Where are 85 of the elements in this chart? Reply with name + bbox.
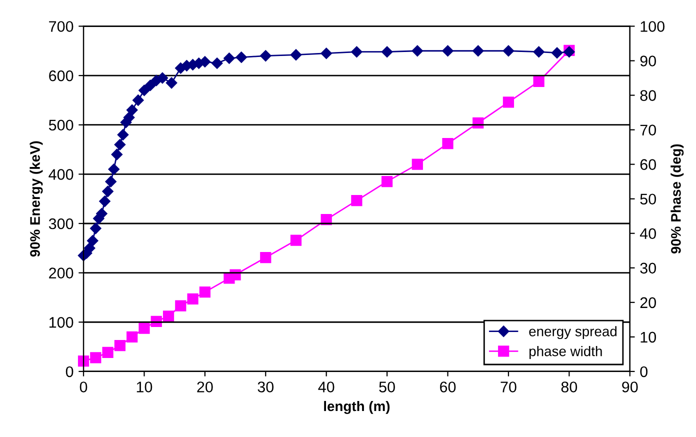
- point: [162, 310, 174, 322]
- point: [381, 176, 393, 188]
- point: [412, 158, 423, 170]
- y-tick-label: 300: [48, 218, 74, 230]
- point: [224, 52, 235, 64]
- point: [551, 47, 563, 58]
- point: [381, 46, 393, 58]
- y-tick-label: 0: [66, 366, 74, 378]
- point: [102, 186, 114, 198]
- y-tick-label: 500: [48, 120, 74, 131]
- y2-tick-label: 90: [640, 56, 656, 66]
- y-tick-label: 400: [48, 169, 74, 180]
- point: [290, 234, 302, 246]
- y2-tick-label: 50: [640, 194, 656, 205]
- y2-tick-label: 60: [640, 159, 656, 170]
- point: [114, 138, 126, 150]
- x-tick-label: 20: [197, 382, 213, 392]
- y-axis-title: 90% Energy (keV): [30, 141, 43, 257]
- x-tick-label: 0: [80, 382, 88, 392]
- x-tick-label: 90: [622, 382, 638, 392]
- point: [96, 208, 108, 220]
- y2-tick-label: 100: [640, 21, 664, 32]
- legend-label: phase width: [529, 346, 602, 359]
- point: [502, 96, 514, 108]
- x-tick-label: 10: [136, 382, 152, 392]
- y-tick-label: 600: [49, 70, 74, 82]
- point: [442, 138, 454, 150]
- point: [90, 222, 102, 234]
- point: [320, 214, 332, 226]
- point: [144, 80, 156, 92]
- point: [99, 196, 110, 207]
- y2-axis-title: 90% Phase (deg): [670, 144, 684, 254]
- y-tick-label: 700: [49, 21, 74, 32]
- point: [260, 50, 272, 62]
- point: [108, 164, 120, 175]
- point: [84, 242, 96, 254]
- x-tick-label: 80: [561, 382, 578, 392]
- x-tick-label: 60: [440, 382, 456, 392]
- point: [260, 252, 272, 264]
- point: [211, 58, 223, 69]
- x-tick-label: 30: [258, 382, 274, 392]
- y2-tick-label: 70: [640, 124, 656, 136]
- point: [502, 45, 514, 56]
- y-tick-label: 200: [49, 268, 74, 278]
- point: [102, 346, 114, 358]
- point: [320, 48, 332, 59]
- y2-tick-label: 40: [640, 228, 656, 240]
- point: [126, 104, 138, 116]
- point: [78, 356, 90, 367]
- point: [236, 52, 247, 63]
- point: [90, 352, 102, 364]
- x-axis-title: length (m): [324, 400, 390, 414]
- point: [117, 129, 129, 140]
- y2-tick-label: 0: [640, 366, 648, 378]
- point: [132, 94, 144, 106]
- point: [105, 176, 116, 188]
- point: [351, 195, 362, 206]
- point: [533, 76, 544, 88]
- point: [87, 235, 98, 246]
- x-tick-label: 50: [379, 382, 395, 392]
- point: [533, 46, 544, 58]
- point: [187, 293, 198, 305]
- point: [126, 331, 138, 342]
- y2-tick-label: 10: [640, 332, 656, 343]
- point: [156, 72, 168, 84]
- point: [472, 45, 484, 56]
- point: [166, 77, 178, 89]
- point: [199, 286, 210, 298]
- point: [114, 340, 126, 352]
- y2-tick-label: 20: [640, 297, 656, 308]
- point: [111, 148, 123, 160]
- point: [351, 46, 362, 58]
- point: [138, 84, 150, 96]
- point: [175, 300, 186, 312]
- point: [442, 45, 454, 56]
- legend-label: energy spread: [529, 326, 616, 340]
- point: [290, 49, 302, 60]
- y2-tick-label: 80: [640, 90, 656, 101]
- x-tick-label: 70: [500, 382, 516, 392]
- x-tick-label: 40: [318, 382, 334, 392]
- point: [230, 269, 241, 280]
- point: [138, 322, 150, 334]
- y-tick-label: 100: [49, 317, 74, 328]
- y2-tick-label: 30: [640, 262, 656, 274]
- point: [412, 45, 424, 56]
